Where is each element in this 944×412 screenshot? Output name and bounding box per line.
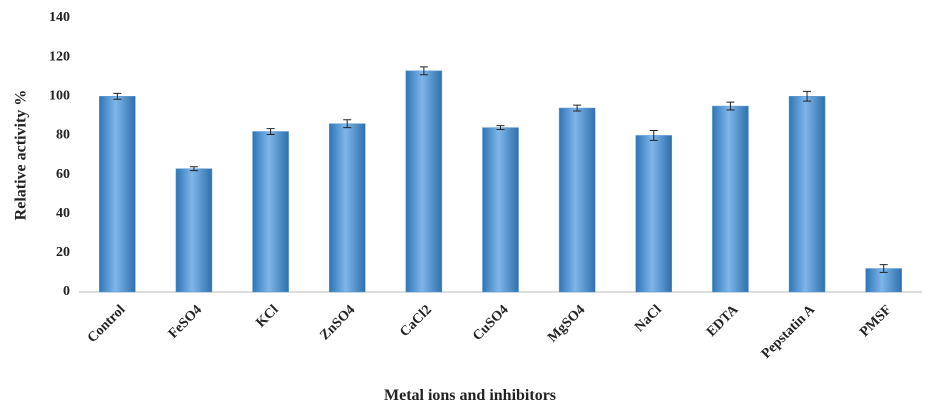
- x-tick-label: Pepstatin A: [759, 302, 819, 362]
- error-bar: [189, 166, 198, 172]
- error-bar: [726, 101, 735, 111]
- error-bar: [803, 90, 812, 102]
- y-tick-label: 140: [49, 10, 70, 25]
- error-bar: [573, 104, 582, 112]
- y-tick-label: 80: [56, 128, 70, 143]
- bar: [635, 135, 673, 293]
- bar: [712, 105, 749, 293]
- bar: [558, 107, 596, 293]
- bar: [405, 70, 443, 293]
- x-tick-label: ZnSO4: [317, 302, 358, 343]
- y-tick-label: 20: [56, 245, 70, 260]
- error-bar: [879, 264, 888, 273]
- bar: [99, 96, 136, 293]
- y-tick-label: 40: [56, 206, 70, 221]
- error-bar: [343, 119, 352, 129]
- x-tick-label: EDTA: [704, 302, 742, 340]
- x-tick-label: KCl: [253, 302, 281, 330]
- x-tick-label: CuSO4: [470, 302, 511, 343]
- error-bar: [266, 128, 275, 135]
- bar: [482, 127, 519, 293]
- x-tick-label: MgSO4: [545, 302, 588, 345]
- error-bar: [113, 92, 122, 100]
- x-tick-label: NaCl: [632, 302, 665, 335]
- bar: [175, 168, 213, 293]
- bar: [328, 123, 366, 293]
- error-bar: [496, 125, 505, 131]
- y-tick-label: 60: [56, 167, 70, 182]
- error-bar: [419, 66, 428, 76]
- y-tick-label: 120: [49, 49, 70, 64]
- y-tick-label: 0: [63, 284, 70, 299]
- y-axis-label: Relative activity %: [13, 90, 30, 221]
- x-tick-label: Control: [85, 302, 129, 346]
- bar: [252, 131, 289, 293]
- x-tick-label: PMSF: [857, 302, 895, 340]
- error-bar: [649, 130, 658, 141]
- y-tick-label: 100: [49, 89, 70, 104]
- x-axis-label: Metal ions and inhibitors: [384, 387, 556, 404]
- bar: [788, 96, 826, 293]
- x-tick-label: FeSO4: [166, 302, 205, 341]
- x-tick-label: CaCl2: [397, 302, 435, 340]
